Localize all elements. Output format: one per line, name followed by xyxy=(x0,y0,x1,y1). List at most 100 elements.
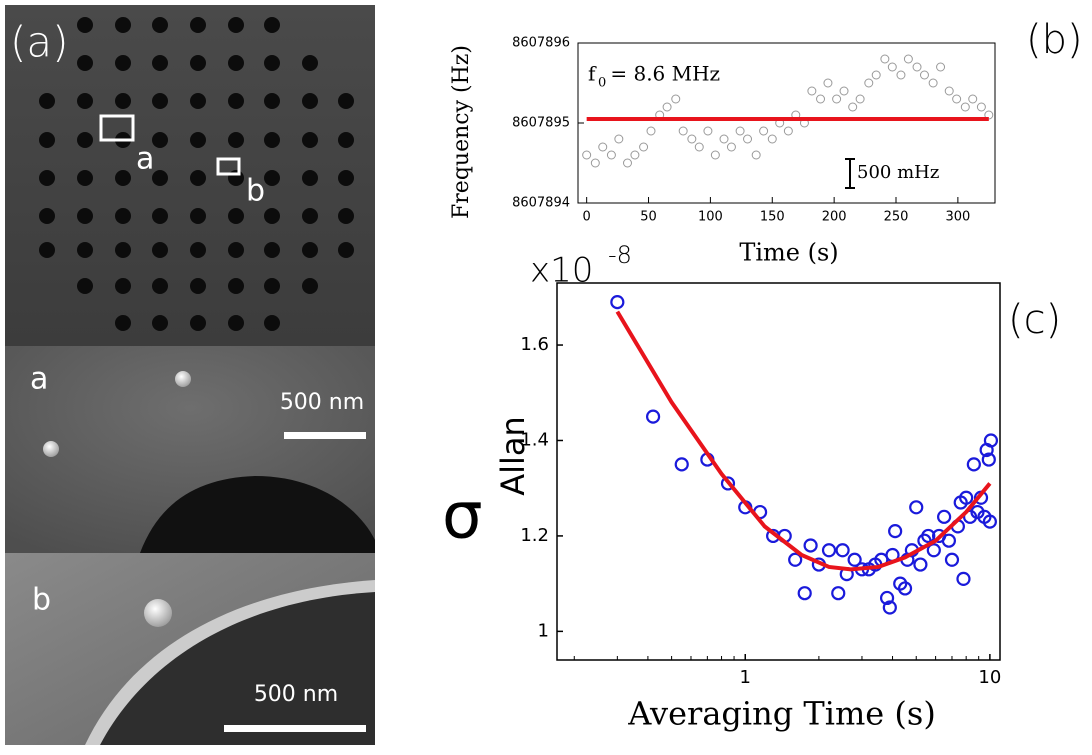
data-point xyxy=(639,142,649,152)
multiplier: x10 xyxy=(530,251,593,291)
data-point xyxy=(678,126,688,136)
hole xyxy=(302,278,318,294)
hole xyxy=(115,278,131,294)
y-tick-label: 1.6 xyxy=(520,334,549,355)
panel-label: (c) xyxy=(1008,297,1061,343)
hole xyxy=(77,93,93,109)
hole xyxy=(338,208,354,224)
annotation-sub: 0 xyxy=(598,76,606,91)
data-point xyxy=(952,94,962,104)
hole xyxy=(39,170,55,186)
data-point xyxy=(783,126,793,136)
hole xyxy=(152,170,168,186)
data-point xyxy=(590,158,600,168)
hole xyxy=(302,132,318,148)
hole xyxy=(228,170,244,186)
frequency-chart: 0 50 100 150 200 250 300 8607894 8607895 8607896 (… xyxy=(449,17,1083,267)
hole xyxy=(228,315,244,331)
data-point xyxy=(983,433,999,448)
hole xyxy=(115,55,131,71)
data-point xyxy=(944,552,960,567)
data-point xyxy=(719,134,729,144)
x-tick-label: 100 xyxy=(698,210,723,225)
hole xyxy=(190,17,206,33)
hole xyxy=(152,278,168,294)
data-point xyxy=(823,78,833,88)
scale-label: 500 nm xyxy=(254,682,338,707)
plot-frame xyxy=(556,282,1001,661)
data-point xyxy=(622,158,632,168)
data-point xyxy=(662,102,672,112)
data-point xyxy=(944,86,954,96)
hole xyxy=(115,170,131,186)
y-tick-label: 1.2 xyxy=(520,525,549,546)
hole xyxy=(338,170,354,186)
x-tick-label: 300 xyxy=(945,210,970,225)
data-point xyxy=(674,457,689,472)
hole xyxy=(338,242,354,258)
data-point xyxy=(847,552,862,567)
particle xyxy=(175,371,191,387)
y-tick-label: 8607896 xyxy=(512,36,570,51)
y-tick-label: 1 xyxy=(538,620,549,641)
data-point xyxy=(864,78,874,88)
box-b-label: b xyxy=(246,174,265,209)
hole xyxy=(190,132,206,148)
data-point xyxy=(835,543,850,558)
data-point xyxy=(913,557,928,572)
x-tick-label: 0 xyxy=(583,210,591,225)
data-point xyxy=(751,150,761,160)
data-point xyxy=(982,514,997,529)
data-point xyxy=(887,62,897,72)
particle xyxy=(43,441,59,457)
hole xyxy=(264,132,280,148)
hole xyxy=(264,17,280,33)
exponent: -8 xyxy=(608,241,632,269)
x-tick-label: 10 xyxy=(978,667,1001,688)
data-point xyxy=(694,142,704,152)
x-tick-label: 1 xyxy=(740,667,751,688)
data-point xyxy=(879,590,895,606)
data-point xyxy=(839,86,849,96)
hole xyxy=(77,170,93,186)
particle xyxy=(144,599,172,627)
data-point xyxy=(966,457,981,472)
allan-chart: 1 10 1 1.2 1.4 1.6 (c) x10 -8 σ Allan Averaging Tim… xyxy=(442,241,1061,733)
hole xyxy=(77,278,93,294)
hole xyxy=(190,242,206,258)
data-point xyxy=(606,150,616,160)
data-point xyxy=(630,150,640,160)
hole xyxy=(77,55,93,71)
hole xyxy=(77,208,93,224)
hole xyxy=(190,93,206,109)
annotation: f xyxy=(588,62,597,86)
x-tick-label: 200 xyxy=(822,210,847,225)
data-point xyxy=(981,452,996,467)
data-point xyxy=(671,94,681,104)
data-point xyxy=(703,126,713,136)
scale-bar xyxy=(284,432,366,439)
hole xyxy=(264,242,280,258)
hole xyxy=(39,208,55,224)
data-point xyxy=(882,600,897,615)
hole xyxy=(228,208,244,224)
data-point xyxy=(767,134,777,144)
data-point xyxy=(937,509,952,524)
x-tick-label: 150 xyxy=(760,210,785,225)
x-axis-label: Averaging Time (s) xyxy=(627,695,936,733)
data-point xyxy=(941,533,957,548)
inset-label: a xyxy=(30,362,48,397)
hole xyxy=(338,132,354,148)
data-point xyxy=(797,586,812,601)
data-point xyxy=(710,150,720,160)
data-point xyxy=(687,134,697,144)
data-point xyxy=(903,54,913,64)
data-point xyxy=(897,581,913,596)
hole xyxy=(152,242,168,258)
data-point xyxy=(645,409,661,424)
x-tick-label: 250 xyxy=(884,210,909,225)
hole xyxy=(228,17,244,33)
hole xyxy=(115,93,131,109)
data-point xyxy=(807,86,817,96)
